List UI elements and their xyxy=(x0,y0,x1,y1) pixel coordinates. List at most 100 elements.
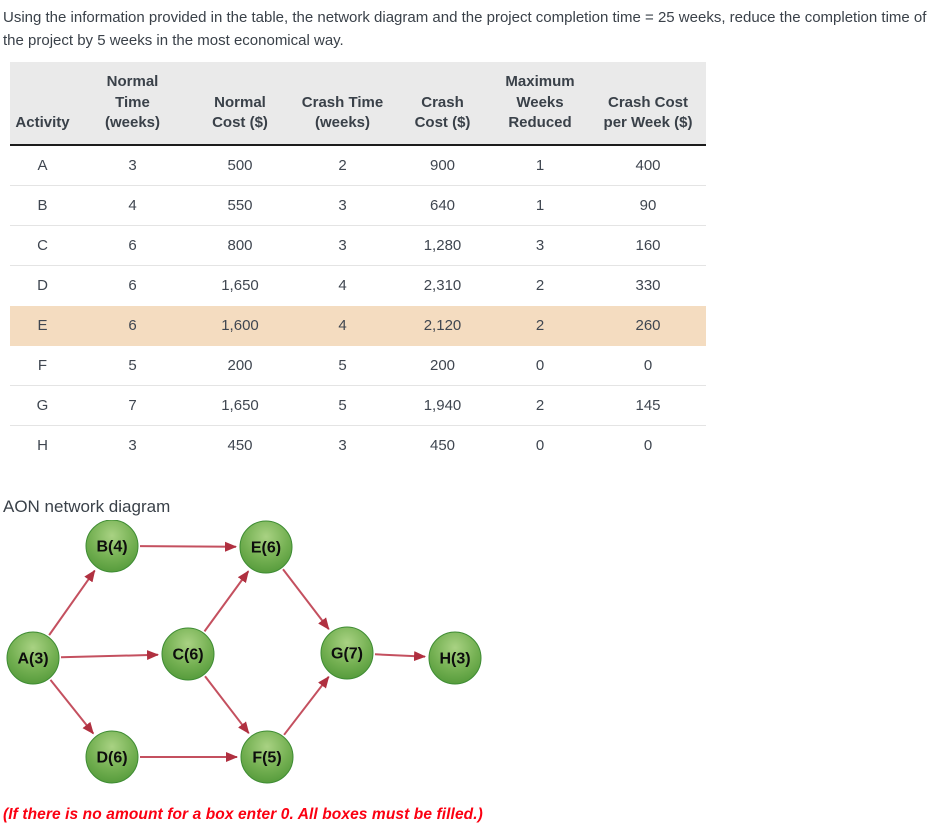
node-circle-H xyxy=(428,631,482,685)
table-row-H: H 3 450 3 450 0 0 xyxy=(10,425,706,466)
table-row-B: B 4 550 3 640 1 90 xyxy=(10,185,706,226)
node-circle-A xyxy=(6,631,60,685)
cell-E-crash_cost_per_week: 260 xyxy=(590,305,706,346)
node-label-F: F(5) xyxy=(252,750,281,767)
edge-F-G xyxy=(283,675,330,736)
cell-E-max_weeks_reduced: 2 xyxy=(490,305,590,346)
cell-A-max_weeks_reduced: 1 xyxy=(490,145,590,186)
cell-A-normal_cost: 500 xyxy=(190,145,290,186)
table-row-D: D 6 1,650 4 2,310 2 330 xyxy=(10,265,706,306)
cell-G-normal_cost: 1,650 xyxy=(190,385,290,426)
instruction-note: (If there is no amount for a box enter 0… xyxy=(3,806,483,823)
cell-C-crash_cost: 1,280 xyxy=(395,225,490,266)
edge-C-E xyxy=(203,570,250,632)
cell-F-crash_cost: 200 xyxy=(395,345,490,386)
cell-B-crash_time: 3 xyxy=(290,185,395,226)
cell-G-crash_time: 5 xyxy=(290,385,395,426)
edge-E-G xyxy=(282,568,330,630)
cell-C-crash_time: 3 xyxy=(290,225,395,266)
edge-B-E xyxy=(139,541,238,552)
crash-table-body: A 3 500 2 900 1 400 B 4 550 3 640 1 90 C 6 800 3 1,280 3 160… xyxy=(10,145,706,466)
column-header-crash_cost_per_week: Crash Cost per Week ($) xyxy=(590,62,706,147)
column-header-max_weeks_reduced: Maximum Weeks Reduced xyxy=(490,62,590,147)
question-text: Using the information provided in the ta… xyxy=(3,9,927,50)
node-label-A: A(3) xyxy=(17,651,48,668)
cell-E-crash_time: 4 xyxy=(290,305,395,346)
cell-A-crash_cost_per_week: 400 xyxy=(590,145,706,186)
node-F: F(5) xyxy=(240,730,294,784)
node-A: A(3) xyxy=(6,631,60,685)
cell-D-crash_cost: 2,310 xyxy=(395,265,490,306)
cell-D-crash_cost_per_week: 330 xyxy=(590,265,706,306)
cell-C-crash_cost_per_week: 160 xyxy=(590,225,706,266)
cell-G-max_weeks_reduced: 2 xyxy=(490,385,590,426)
node-label-E: E(6) xyxy=(251,540,281,557)
cell-C-normal_cost: 800 xyxy=(190,225,290,266)
header-row: Activity Normal Time (weeks) Normal Cost ($) C… xyxy=(10,62,706,147)
node-circle-D xyxy=(85,730,139,784)
cell-E-normal_cost: 1,600 xyxy=(190,305,290,346)
cell-B-normal_cost: 550 xyxy=(190,185,290,226)
cell-E-normal_time: 6 xyxy=(75,305,190,346)
table-row-E: E 6 1,600 4 2,120 2 260 xyxy=(10,305,706,346)
cell-D-crash_time: 4 xyxy=(290,265,395,306)
cell-B-max_weeks_reduced: 1 xyxy=(490,185,590,226)
cell-H-crash_time: 3 xyxy=(290,425,395,466)
diagram-edges xyxy=(48,541,427,762)
cell-C-normal_time: 6 xyxy=(75,225,190,266)
edge-A-B xyxy=(48,569,96,636)
node-E: E(6) xyxy=(239,520,293,574)
cell-F-max_weeks_reduced: 0 xyxy=(490,345,590,386)
node-H: H(3) xyxy=(428,631,482,685)
table-row-A: A 3 500 2 900 1 400 xyxy=(10,145,706,186)
node-G: G(7) xyxy=(320,626,374,680)
column-header-crash_cost: Crash Cost ($) xyxy=(395,62,490,147)
node-label-H: H(3) xyxy=(439,651,470,668)
diagram-title: AON network diagram xyxy=(3,497,171,516)
cell-C-max_weeks_reduced: 3 xyxy=(490,225,590,266)
cell-F-crash_time: 5 xyxy=(290,345,395,386)
cell-G-normal_time: 7 xyxy=(75,385,190,426)
table-row-F: F 5 200 5 200 0 0 xyxy=(10,345,706,386)
cell-G-activity: G xyxy=(10,385,75,426)
column-header-normal_time: Normal Time (weeks) xyxy=(75,62,190,147)
node-label-D: D(6) xyxy=(96,750,127,767)
cell-D-max_weeks_reduced: 2 xyxy=(490,265,590,306)
node-circle-B xyxy=(85,520,139,573)
cell-H-max_weeks_reduced: 0 xyxy=(490,425,590,466)
node-circle-E xyxy=(239,520,293,574)
edge-A-D xyxy=(49,679,95,735)
cell-B-normal_time: 4 xyxy=(75,185,190,226)
cell-A-activity: A xyxy=(10,145,75,186)
node-B: B(4) xyxy=(85,520,139,573)
cell-A-normal_time: 3 xyxy=(75,145,190,186)
diagram-nodes: A(3) B(4) C(6) D(6) E(6) F(5) G(7) H(3) xyxy=(6,520,482,784)
cell-E-activity: E xyxy=(10,305,75,346)
cell-E-crash_cost: 2,120 xyxy=(395,305,490,346)
aon-network-diagram: A(3) B(4) C(6) D(6) E(6) F(5) G(7) H(3) xyxy=(6,520,482,784)
cell-H-crash_cost_per_week: 0 xyxy=(590,425,706,466)
column-header-normal_cost: Normal Cost ($) xyxy=(190,62,290,147)
cell-D-normal_cost: 1,650 xyxy=(190,265,290,306)
node-label-B: B(4) xyxy=(96,539,127,556)
cell-B-crash_cost: 640 xyxy=(395,185,490,226)
crash-table-container: Activity Normal Time (weeks) Normal Cost ($) C… xyxy=(10,62,706,466)
node-D: D(6) xyxy=(85,730,139,784)
edge-C-F xyxy=(204,675,250,734)
node-label-G: G(7) xyxy=(331,646,363,663)
cell-C-activity: C xyxy=(10,225,75,266)
cell-D-activity: D xyxy=(10,265,75,306)
cell-D-normal_time: 6 xyxy=(75,265,190,306)
crash-table-header: Activity Normal Time (weeks) Normal Cost ($) C… xyxy=(10,62,706,147)
node-C: C(6) xyxy=(161,627,215,681)
cell-G-crash_cost: 1,940 xyxy=(395,385,490,426)
cell-B-activity: B xyxy=(10,185,75,226)
node-circle-G xyxy=(320,626,374,680)
edge-G-H xyxy=(374,651,427,662)
table-row-G: G 7 1,650 5 1,940 2 145 xyxy=(10,385,706,426)
cell-F-normal_cost: 200 xyxy=(190,345,290,386)
cell-A-crash_time: 2 xyxy=(290,145,395,186)
cell-B-crash_cost_per_week: 90 xyxy=(590,185,706,226)
cell-G-crash_cost_per_week: 145 xyxy=(590,385,706,426)
cell-F-activity: F xyxy=(10,345,75,386)
